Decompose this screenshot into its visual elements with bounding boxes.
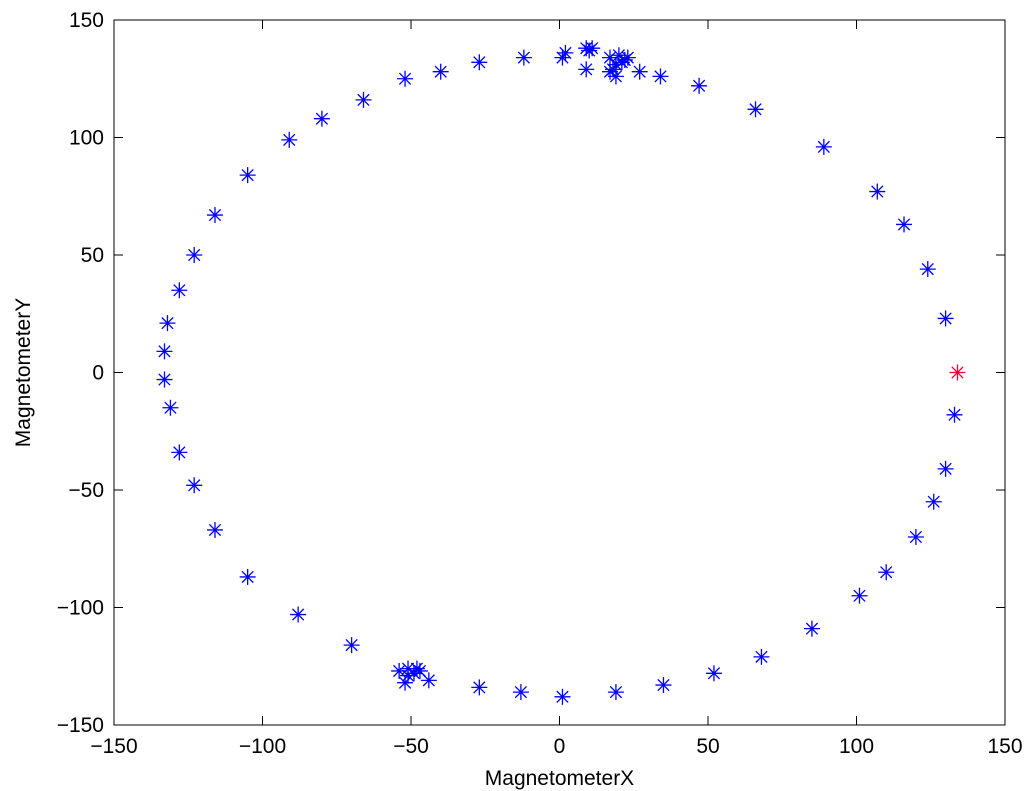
data-point — [432, 63, 449, 80]
data-point — [239, 167, 256, 184]
data-point — [343, 637, 360, 654]
x-tick-label: 150 — [987, 735, 1022, 758]
data-point — [171, 282, 188, 299]
data-point — [607, 684, 624, 701]
data-point — [554, 688, 571, 705]
x-axis-ticks: −150 −100 −50 0 50 100 150 — [90, 20, 1023, 758]
x-tick-label: 50 — [696, 735, 719, 758]
data-point — [206, 521, 223, 538]
data-point — [239, 568, 256, 585]
data-point — [159, 315, 176, 332]
data-point — [397, 70, 414, 87]
data-point — [631, 63, 648, 80]
data-point — [162, 399, 179, 416]
plot-area — [113, 19, 1006, 726]
data-point — [925, 493, 942, 510]
data-point — [896, 216, 913, 233]
data-point — [919, 261, 936, 278]
data-point — [290, 606, 307, 623]
data-point — [554, 49, 571, 66]
data-points — [156, 40, 966, 705]
data-point — [355, 91, 372, 108]
data-point — [815, 138, 832, 155]
data-point — [471, 679, 488, 696]
y-tick-label: −150 — [57, 714, 104, 737]
data-point — [186, 247, 203, 263]
data-point — [604, 61, 621, 78]
data-point — [937, 310, 954, 327]
data-point — [691, 77, 708, 94]
data-point — [584, 40, 601, 57]
data-point — [747, 101, 764, 118]
x-tick-label: 100 — [839, 735, 874, 758]
data-point — [607, 68, 624, 85]
x-tick-label: −50 — [393, 735, 429, 758]
data-point — [206, 207, 223, 224]
data-point — [515, 49, 532, 66]
x-tick-label: 0 — [554, 735, 566, 758]
x-tick-label: −150 — [90, 735, 137, 758]
y-axis-ticks: −150 −100 −50 0 50 100 150 — [57, 9, 1005, 737]
data-point — [313, 110, 330, 127]
y-tick-label: −50 — [68, 479, 104, 502]
data-point — [851, 587, 868, 604]
data-point — [619, 49, 636, 66]
x-tick-label: −100 — [239, 735, 286, 758]
data-point — [471, 54, 488, 71]
data-point — [171, 444, 188, 461]
data-point — [156, 371, 173, 388]
x-axis-label: MagnetometerX — [485, 767, 634, 790]
y-tick-label: 150 — [69, 9, 104, 32]
data-point — [557, 44, 574, 61]
data-point — [186, 477, 203, 494]
data-point — [391, 662, 408, 679]
data-point — [937, 460, 954, 477]
data-point — [512, 684, 529, 701]
data-point — [281, 131, 298, 148]
y-tick-label: 50 — [81, 244, 104, 267]
y-tick-label: −100 — [57, 597, 104, 620]
data-point — [397, 674, 414, 691]
data-point — [156, 343, 173, 360]
y-axis-label: MagnetometerY — [12, 298, 35, 447]
data-point — [601, 49, 618, 66]
data-point — [869, 183, 886, 200]
data-point — [946, 406, 963, 423]
data-point — [705, 665, 722, 682]
y-tick-label: 0 — [92, 362, 104, 385]
data-point — [400, 667, 417, 684]
y-tick-label: 100 — [69, 127, 104, 150]
data-point — [803, 620, 820, 637]
axes-box — [113, 19, 1006, 726]
data-point — [878, 564, 895, 581]
data-point — [655, 677, 672, 694]
data-point — [907, 529, 924, 545]
data-point — [652, 68, 669, 85]
data-point — [753, 648, 770, 665]
data-point — [578, 61, 595, 78]
data-point — [949, 364, 966, 381]
